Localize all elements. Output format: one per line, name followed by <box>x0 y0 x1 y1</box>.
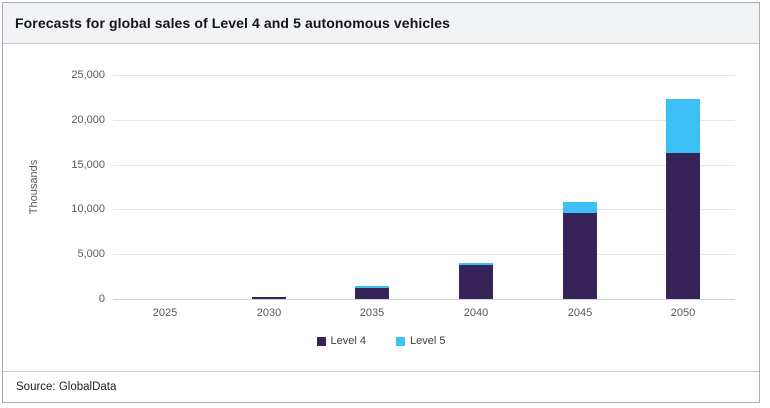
gridline <box>113 254 735 255</box>
chart-region: Thousands Level 4 Level 5 0 5,000 10,000 15,… <box>3 44 759 371</box>
gridline <box>113 120 735 121</box>
y-tick-label: 25,000 <box>71 69 105 81</box>
y-tick-label: 10,000 <box>71 203 105 215</box>
x-axis-line <box>113 299 735 300</box>
bar-segment-level-5-2040 <box>459 263 493 265</box>
chart-footer: Source: GlobalData <box>3 371 759 402</box>
bar-segment-level-4-2030 <box>252 297 286 299</box>
x-tick-label: 2045 <box>567 307 593 319</box>
legend-label: Level 4 <box>330 335 366 347</box>
page-title: Forecasts for global sales of Level 4 an… <box>15 15 450 31</box>
legend-swatch-level-4-icon <box>316 336 326 346</box>
chart-widget: Forecasts for global sales of Level 4 an… <box>2 2 760 403</box>
source-note: Source: GlobalData <box>16 381 117 393</box>
legend: Level 4 Level 5 <box>3 335 759 347</box>
gridline <box>113 165 735 166</box>
legend-swatch-level-5-icon <box>396 336 405 346</box>
x-tick-label: 2050 <box>670 307 696 319</box>
bar-segment-level-5-2035 <box>355 286 389 288</box>
y-tick-label: 20,000 <box>71 114 105 126</box>
bar-segment-level-4-2035 <box>355 288 389 299</box>
bar-segment-level-4-2045 <box>563 213 597 299</box>
x-tick-label: 2025 <box>152 307 178 319</box>
y-tick-label: 5,000 <box>77 248 105 260</box>
bar-segment-level-4-2050 <box>666 153 700 299</box>
y-tick-label: 0 <box>98 293 105 305</box>
x-tick-label: 2040 <box>463 307 489 319</box>
y-axis-title: Thousands <box>28 159 40 215</box>
legend-item-level-5: Level 5 <box>396 335 445 347</box>
legend-label: Level 5 <box>410 335 446 347</box>
legend-item-level-4: Level 4 <box>316 335 366 347</box>
x-tick-label: 2035 <box>359 307 385 319</box>
gridline <box>113 209 735 210</box>
chart-header: Forecasts for global sales of Level 4 an… <box>3 3 759 44</box>
bar-segment-level-4-2040 <box>459 265 493 299</box>
gridline <box>113 75 735 76</box>
y-tick-label: 15,000 <box>71 159 105 171</box>
x-tick-label: 2030 <box>256 307 282 319</box>
bar-segment-level-5-2050 <box>666 99 700 153</box>
bar-segment-level-5-2045 <box>563 202 597 213</box>
